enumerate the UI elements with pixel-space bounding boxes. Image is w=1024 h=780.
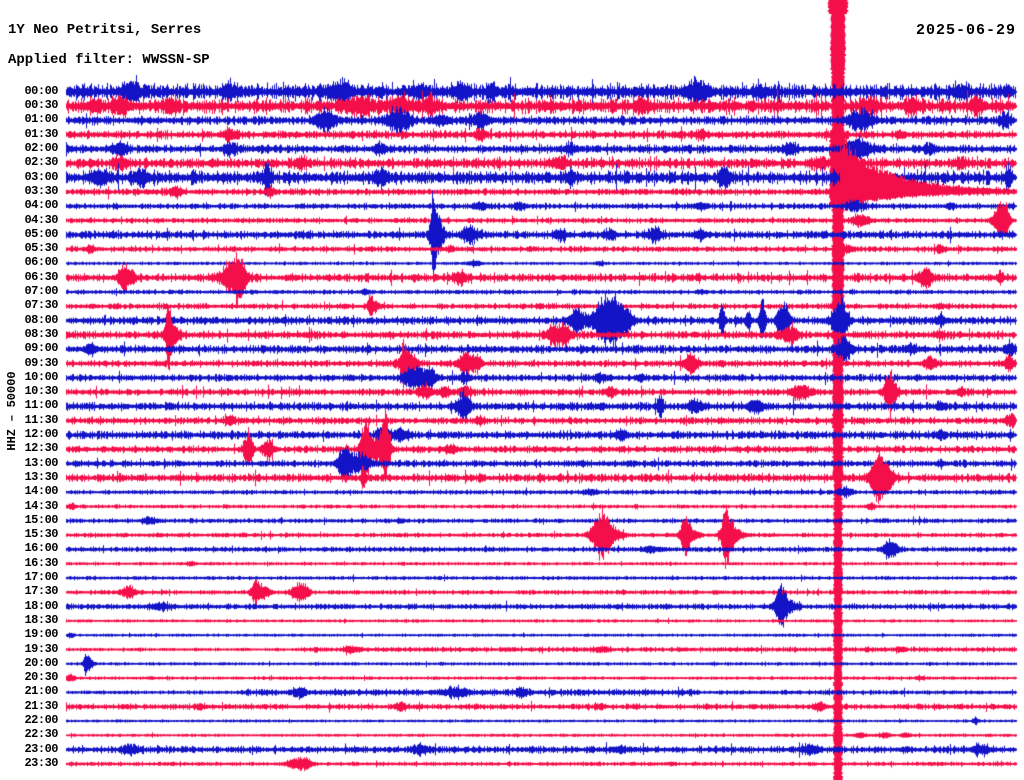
time-label: 15:00 bbox=[24, 512, 58, 527]
time-label: 07:30 bbox=[24, 298, 58, 313]
time-label: 08:00 bbox=[24, 312, 58, 327]
time-label: 01:00 bbox=[24, 112, 58, 127]
time-label: 09:00 bbox=[24, 341, 58, 356]
time-label: 06:30 bbox=[24, 269, 58, 284]
time-label: 00:00 bbox=[24, 83, 58, 98]
time-label: 00:30 bbox=[24, 98, 58, 113]
time-label: 06:00 bbox=[24, 255, 58, 270]
time-label: 13:00 bbox=[24, 455, 58, 470]
time-label: 05:30 bbox=[24, 241, 58, 256]
time-label: 23:30 bbox=[24, 755, 58, 770]
time-label: 23:00 bbox=[24, 741, 58, 756]
time-label: 15:30 bbox=[24, 527, 58, 542]
date-label: 2025-06-29 bbox=[915, 22, 1016, 39]
time-label: 17:30 bbox=[24, 584, 58, 599]
time-label: 22:30 bbox=[24, 727, 58, 742]
time-label: 09:30 bbox=[24, 355, 58, 370]
time-label: 02:00 bbox=[24, 141, 58, 155]
time-label: 10:30 bbox=[24, 384, 58, 399]
time-label: 21:00 bbox=[24, 684, 58, 699]
time-label: 18:00 bbox=[24, 598, 58, 613]
filter-label: Applied filter: WWSSN-SP bbox=[8, 52, 210, 68]
time-label: 04:30 bbox=[24, 212, 58, 227]
time-label: 16:00 bbox=[24, 541, 58, 556]
time-label: 10:00 bbox=[24, 369, 58, 384]
time-label: 14:00 bbox=[24, 484, 58, 499]
time-label: 22:00 bbox=[24, 713, 58, 727]
time-label: 14:30 bbox=[24, 498, 58, 513]
time-label: 20:30 bbox=[24, 670, 58, 685]
time-label: 01:30 bbox=[24, 126, 58, 141]
time-label: 02:30 bbox=[24, 155, 58, 170]
time-label: 04:00 bbox=[24, 198, 58, 213]
time-label: 19:30 bbox=[24, 641, 58, 656]
time-label: 11:00 bbox=[24, 398, 58, 413]
time-label: 18:30 bbox=[24, 612, 58, 627]
time-label: 03:30 bbox=[24, 183, 58, 198]
time-label: 20:00 bbox=[24, 655, 58, 670]
time-label: 07:00 bbox=[24, 284, 58, 298]
time-label: 11:30 bbox=[24, 412, 58, 427]
time-label: 12:00 bbox=[24, 427, 58, 441]
time-label: 08:30 bbox=[24, 326, 58, 341]
time-label: 17:00 bbox=[24, 570, 58, 584]
time-label: 13:30 bbox=[24, 469, 58, 484]
time-label: 03:00 bbox=[24, 169, 58, 184]
station-title: 1Y Neo Petritsi, Serres bbox=[8, 22, 202, 38]
time-label: 05:00 bbox=[24, 226, 58, 241]
time-label: 12:30 bbox=[24, 441, 58, 456]
time-label: 21:30 bbox=[24, 698, 58, 713]
time-label: 16:30 bbox=[24, 555, 58, 570]
time-label: 19:00 bbox=[24, 627, 58, 642]
